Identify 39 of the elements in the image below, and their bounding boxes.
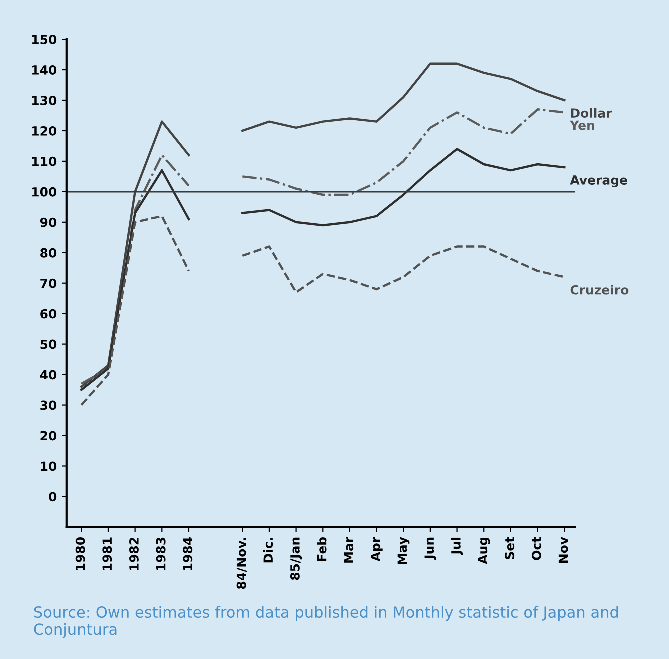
y-tick-label: 80 xyxy=(40,248,57,258)
series-label: Average xyxy=(570,176,628,188)
x-tick-label: Feb xyxy=(317,537,327,562)
y-tick-label: 130 xyxy=(32,96,57,106)
y-tick-label: 100 xyxy=(32,187,57,197)
series-label: Cruzeiro xyxy=(570,285,629,295)
x-tick-label: Mar xyxy=(344,536,354,563)
y-tick-label: 0 xyxy=(49,492,57,502)
x-tick-label: Jul xyxy=(451,538,464,556)
x-tick-label: 84/Nov. xyxy=(236,538,248,590)
y-tick-label: 150 xyxy=(32,35,57,44)
source-note: Source: Own estimates from data published in Monthly statistic of Japan and Conjuntura xyxy=(34,606,618,638)
y-tick-label: 10 xyxy=(41,462,57,472)
y-tick-label: 70 xyxy=(40,278,57,288)
x-tick-label: 1982 xyxy=(129,538,139,570)
series-label: Dollar xyxy=(571,108,612,118)
x-tick-label: 1981 xyxy=(102,538,112,570)
y-tick-label: 140 xyxy=(32,65,57,75)
y-tick-label: 90 xyxy=(40,218,57,228)
x-tick-label: May xyxy=(398,537,410,564)
x-tick-label: Oct xyxy=(532,537,542,560)
y-tick-label: 30 xyxy=(40,400,57,410)
y-tick-label: 40 xyxy=(40,370,57,380)
y-tick-label: 20 xyxy=(40,431,57,441)
series-label: Yen xyxy=(570,120,594,130)
y-tick-label: 60 xyxy=(40,309,57,319)
y-tick-label: 120 xyxy=(32,126,57,136)
x-tick-label: 85/Jan xyxy=(290,538,302,580)
x-tick-label: Jun xyxy=(424,538,436,560)
y-tick-label: 50 xyxy=(40,340,57,350)
y-tick-label: 110 xyxy=(32,156,57,166)
x-tick-label: Aug xyxy=(478,538,490,564)
x-tick-label: Set xyxy=(505,537,515,560)
x-tick-label: 1984 xyxy=(183,537,193,570)
x-tick-label: 1980 xyxy=(76,538,86,570)
x-tick-label: 1983 xyxy=(156,538,166,570)
x-tick-label: Dic. xyxy=(263,538,274,563)
x-tick-label: Nov xyxy=(558,537,568,563)
x-tick-label: Apr xyxy=(371,536,383,562)
